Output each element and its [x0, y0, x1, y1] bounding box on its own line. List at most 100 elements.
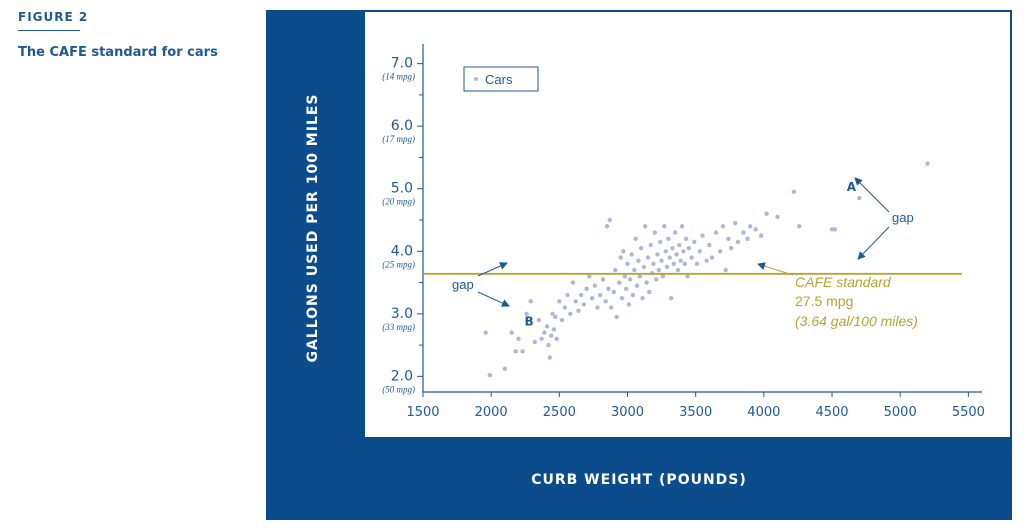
- cafe-standard-mpg: 27.5 mpg: [795, 293, 853, 309]
- data-point: [623, 286, 629, 291]
- data-point: [528, 299, 533, 304]
- x-tick-label: 5500: [952, 405, 985, 420]
- data-point: [516, 336, 521, 342]
- data-point: [636, 258, 641, 263]
- data-point: [619, 295, 625, 301]
- data-point: [758, 233, 764, 238]
- data-point: [641, 264, 647, 270]
- data-point: [713, 230, 719, 235]
- data-point: [664, 264, 670, 270]
- data-point: [678, 258, 683, 263]
- data-point: [679, 224, 685, 229]
- y-tick-label: 7.0: [391, 56, 413, 72]
- data-point: [618, 255, 623, 260]
- gap-arrow-to-b: [477, 291, 510, 307]
- data-point: [557, 299, 562, 304]
- data-point: [607, 217, 612, 223]
- data-point: [670, 245, 675, 251]
- data-point: [613, 267, 618, 273]
- data-point: [547, 355, 552, 360]
- data-point: [630, 292, 636, 298]
- data-point: [621, 249, 626, 254]
- data-point: [638, 245, 644, 251]
- data-point: [663, 249, 668, 254]
- data-point: [570, 280, 576, 285]
- data-point: [745, 236, 750, 241]
- data-point: [697, 249, 702, 254]
- data-point: [832, 227, 837, 232]
- data-point: [662, 224, 667, 229]
- y-tick-mpg-label: (20 mpg): [382, 197, 415, 207]
- data-point: [764, 211, 769, 216]
- data-point: [565, 292, 570, 298]
- data-point: [606, 286, 611, 291]
- data-point: [546, 342, 551, 348]
- x-tick-label: 3500: [679, 405, 712, 420]
- y-tick-mpg-label: (33 mpg): [382, 322, 415, 332]
- gap-arrow-to-standard: [477, 262, 508, 277]
- gap-label-left: gap: [452, 277, 474, 292]
- data-point: [542, 330, 547, 335]
- data-point: [584, 286, 589, 291]
- data-point: [513, 349, 518, 354]
- data-point: [611, 289, 617, 295]
- data-point: [748, 224, 753, 229]
- x-axis-label: CURB WEIGHT (POUNDS): [531, 472, 747, 488]
- y-tick-label: 5.0: [391, 181, 413, 197]
- x-tick-label: 1500: [406, 405, 439, 420]
- data-point: [568, 311, 573, 317]
- data-point: [775, 214, 780, 220]
- figure-label: FIGURE 2: [18, 10, 89, 24]
- data-point: [643, 224, 648, 229]
- data-point: [551, 327, 557, 332]
- cafe-standard-arrow: [757, 262, 794, 276]
- cafe-standard-gallons: (3.64 gal/100 miles): [795, 313, 918, 329]
- x-tick-label: 5000: [884, 405, 917, 420]
- data-point: [660, 274, 666, 279]
- data-point: [925, 161, 930, 166]
- data-point: [704, 258, 709, 263]
- data-point: [592, 283, 597, 288]
- data-point: [648, 242, 653, 248]
- data-point: [608, 305, 614, 310]
- gap-arrow-down: [857, 226, 890, 260]
- data-point: [634, 283, 640, 288]
- gap-arrow-up: [854, 177, 890, 213]
- data-point: [483, 330, 488, 335]
- data-point: [520, 349, 525, 354]
- gap-label-right: gap: [892, 210, 914, 225]
- data-point: [692, 239, 697, 245]
- data-point: [598, 292, 603, 298]
- data-point: [532, 339, 537, 345]
- data-point: [487, 372, 493, 378]
- y-tick-mpg-label: (17 mpg): [382, 134, 415, 144]
- point-label-a: A: [847, 180, 857, 194]
- data-point: [673, 230, 678, 235]
- data-point: [653, 277, 659, 282]
- data-point: [595, 305, 600, 310]
- data-point: [626, 302, 632, 307]
- data-point: [671, 261, 677, 266]
- data-point: [791, 189, 797, 195]
- data-point: [548, 333, 554, 338]
- data-point: [550, 311, 555, 317]
- data-point: [656, 267, 662, 273]
- figure-title: The CAFE standard for cars: [18, 45, 218, 60]
- legend-swatch: [474, 77, 478, 81]
- data-point: [502, 366, 508, 372]
- data-point: [640, 295, 645, 301]
- data-point: [683, 236, 689, 241]
- data-point: [578, 292, 584, 298]
- data-point: [726, 236, 731, 241]
- figure-label-rule: [18, 30, 80, 31]
- data-point: [544, 324, 550, 329]
- data-point: [689, 255, 694, 260]
- data-point: [637, 274, 642, 279]
- data-point: [694, 261, 700, 266]
- data-point: [644, 280, 649, 285]
- data-point: [681, 249, 686, 254]
- data-point: [604, 224, 610, 229]
- data-point: [675, 267, 681, 273]
- data-point: [562, 305, 567, 310]
